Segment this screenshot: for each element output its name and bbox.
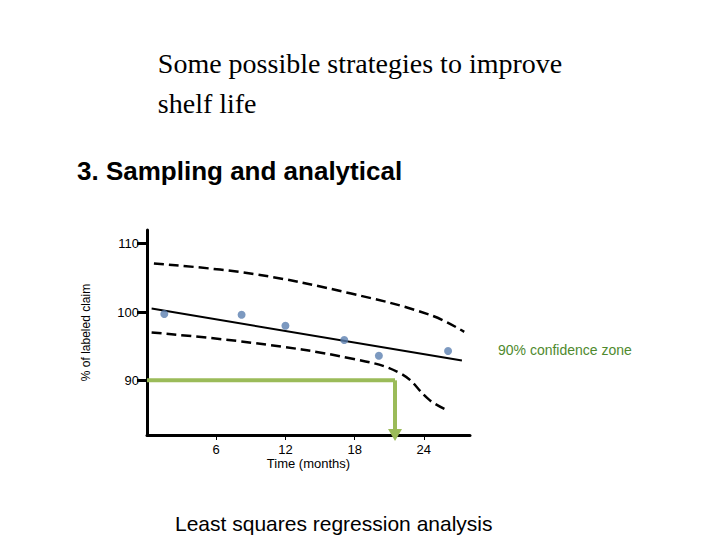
svg-text:90% confidence zone: 90% confidence zone	[498, 342, 632, 358]
svg-text:24: 24	[417, 442, 431, 457]
svg-text:Least squares regression analy: Least squares regression analysis	[175, 512, 493, 535]
svg-text:110: 110	[118, 236, 139, 251]
svg-text:Time (months): Time (months)	[267, 456, 350, 471]
svg-text:% of labeled claim: % of labeled claim	[79, 284, 93, 381]
svg-text:3. Sampling and analytical: 3. Sampling and analytical	[77, 156, 402, 186]
svg-text:6: 6	[213, 442, 220, 457]
svg-text:12: 12	[278, 442, 292, 457]
svg-text:Some possible strategies to im: Some possible strategies to improve	[158, 48, 562, 79]
svg-text:shelf life: shelf life	[158, 88, 257, 119]
svg-text:18: 18	[347, 442, 361, 457]
svg-text:90: 90	[125, 373, 139, 388]
svg-text:100: 100	[117, 305, 139, 320]
